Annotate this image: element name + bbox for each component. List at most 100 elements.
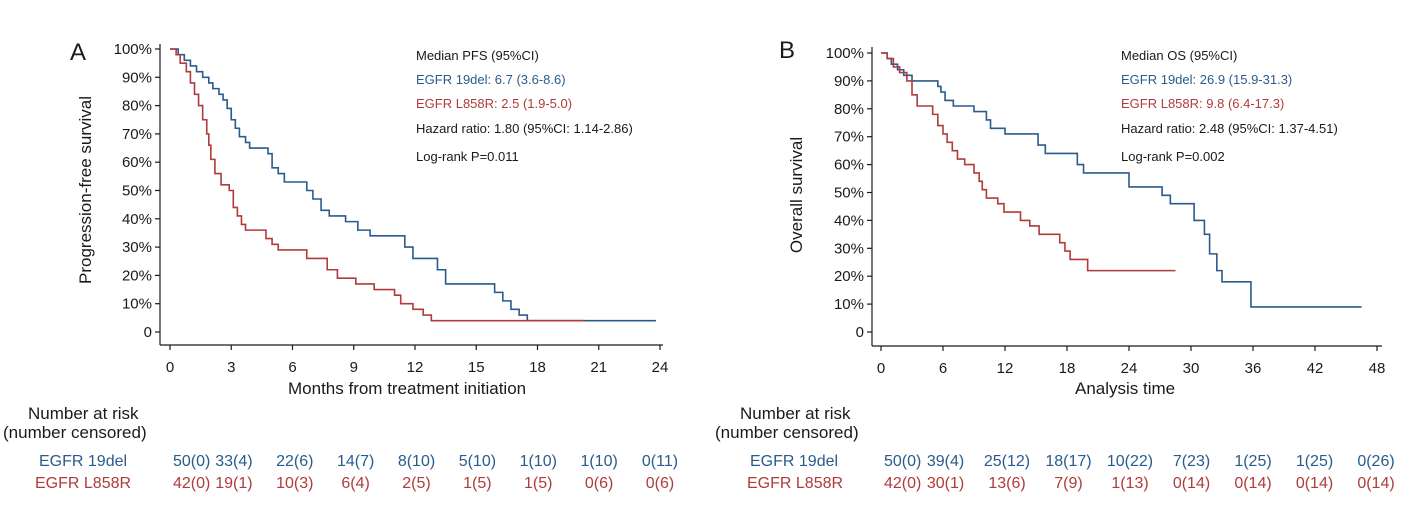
y-tick-label: 70% <box>122 126 152 143</box>
risk-value: 7(23) <box>1173 453 1210 470</box>
risk-value: 50(0) <box>173 453 210 470</box>
y-tick-label: 90% <box>834 73 864 90</box>
risk-value: 0(14) <box>1234 475 1271 492</box>
panel-b-annotation-19del: EGFR 19del: 26.9 (15.9-31.3) <box>1121 72 1292 87</box>
panel-b-letter: B <box>779 37 795 64</box>
panel-a: A 0 10% 20% 30% 40% 50% 60% 70% 80% 90% 100% 0 3 6 9 1… <box>3 39 678 492</box>
panel-a-xlabel: Months from treatment initiation <box>288 379 526 398</box>
panel-a-curves <box>170 48 656 322</box>
x-tick-label: 6 <box>939 360 947 377</box>
panel-a-annotations: Median PFS (95%CI) EGFR 19del: 6.7 (3.6-… <box>416 48 633 164</box>
risk-value: 39(4) <box>927 453 964 470</box>
panel-a-ylabel: Progression-free survival <box>76 96 95 284</box>
panel-b-annotation-title: Median OS (95%CI) <box>1121 48 1237 63</box>
y-tick-label: 30% <box>122 239 152 256</box>
x-tick-label: 0 <box>166 359 174 376</box>
risk-value: 1(25) <box>1234 453 1271 470</box>
panel-a-annotation-l858r: EGFR L858R: 2.5 (1.9-5.0) <box>416 96 572 111</box>
panel-a-risk-table: Number at risk (number censored) EGFR 19… <box>3 404 678 492</box>
x-tick-label: 0 <box>877 360 885 377</box>
panel-b-xlabel: Analysis time <box>1075 379 1175 398</box>
km-curve-egfr-l858r <box>881 52 1176 272</box>
x-tick-label: 30 <box>1183 360 1200 377</box>
y-tick-label: 60% <box>122 154 152 171</box>
panel-b-y-ticks: 0 10% 20% 30% 40% 50% 60% 70% 80% 90% 100% <box>826 45 872 341</box>
risk-value: 42(0) <box>173 475 210 492</box>
panel-b-annotations: Median OS (95%CI) EGFR 19del: 26.9 (15.9… <box>1121 48 1338 164</box>
panel-a-annotation-title: Median PFS (95%CI) <box>416 48 539 63</box>
y-tick-label: 30% <box>834 240 864 257</box>
risk-value: 0(14) <box>1357 475 1394 492</box>
y-tick-label: 80% <box>834 101 864 118</box>
risk-value: 1(13) <box>1111 475 1148 492</box>
risk-value: 0(6) <box>646 475 674 492</box>
panel-a-y-ticks: 0 10% 20% 30% 40% 50% 60% 70% 80% 90% 100% <box>114 41 160 341</box>
risk-value: 1(10) <box>580 453 617 470</box>
km-curve-egfr-19del <box>170 48 656 322</box>
risk-value: 10(22) <box>1107 453 1153 470</box>
risk-value: 8(10) <box>398 453 435 470</box>
panel-a-x-ticks: 0 3 6 9 12 15 18 21 24 <box>166 345 669 376</box>
panel-b-annotation-hr: Hazard ratio: 2.48 (95%CI: 1.37-4.51) <box>1121 121 1338 136</box>
y-tick-label: 50% <box>122 183 152 200</box>
y-tick-label: 50% <box>834 185 864 202</box>
y-tick-label: 20% <box>122 267 152 284</box>
risk-value: 18(17) <box>1045 453 1091 470</box>
x-tick-label: 18 <box>529 359 546 376</box>
risk-value: 6(4) <box>341 475 369 492</box>
panel-b-risk-label-l858r: EGFR L858R <box>747 475 843 492</box>
risk-value: 10(3) <box>276 475 313 492</box>
risk-value: 13(6) <box>988 475 1025 492</box>
y-tick-label: 0 <box>856 324 864 341</box>
y-tick-label: 40% <box>122 211 152 228</box>
y-tick-label: 10% <box>834 296 864 313</box>
panel-a-risk-label-19del: EGFR 19del <box>39 453 127 470</box>
panel-a-letter: A <box>70 39 86 66</box>
y-tick-label: 20% <box>834 268 864 285</box>
panel-a-risk-subheader: (number censored) <box>3 423 147 442</box>
panel-b-risk-label-19del: EGFR 19del <box>750 453 838 470</box>
risk-value: 14(7) <box>337 453 374 470</box>
y-tick-label: 0 <box>144 324 152 341</box>
x-tick-label: 6 <box>288 359 296 376</box>
y-tick-label: 100% <box>826 45 864 62</box>
panel-b-annotation-l858r: EGFR L858R: 9.8 (6.4-17.3) <box>1121 96 1284 111</box>
risk-value: 5(10) <box>459 453 496 470</box>
y-tick-label: 10% <box>122 296 152 313</box>
risk-value: 30(1) <box>927 475 964 492</box>
risk-value: 42(0) <box>884 475 921 492</box>
y-tick-label: 40% <box>834 212 864 229</box>
x-tick-label: 12 <box>407 359 424 376</box>
risk-value: 1(5) <box>524 475 552 492</box>
panel-a-annotation-logrank: Log-rank P=0.011 <box>416 149 519 164</box>
risk-value: 22(6) <box>276 453 313 470</box>
risk-value: 1(5) <box>463 475 491 492</box>
risk-value: 0(11) <box>642 453 678 470</box>
panel-b-risk-table: Number at risk (number censored) EGFR 19… <box>715 404 1395 492</box>
risk-value: 33(4) <box>215 453 252 470</box>
panel-b-curves <box>881 52 1362 308</box>
panel-b-x-ticks: 0 6 12 18 24 30 36 42 48 <box>877 346 1386 377</box>
x-tick-label: 9 <box>350 359 358 376</box>
x-tick-label: 24 <box>652 359 669 376</box>
km-curve-egfr-l858r <box>170 48 585 322</box>
x-tick-label: 12 <box>997 360 1014 377</box>
risk-value: 0(14) <box>1296 475 1333 492</box>
risk-value: 0(6) <box>585 475 613 492</box>
y-tick-label: 100% <box>114 41 152 58</box>
panel-b-risk-subheader: (number censored) <box>715 423 859 442</box>
y-tick-label: 70% <box>834 129 864 146</box>
panel-b-annotation-logrank: Log-rank P=0.002 <box>1121 149 1225 164</box>
risk-value: 0(14) <box>1173 475 1210 492</box>
x-tick-label: 24 <box>1121 360 1138 377</box>
y-tick-label: 90% <box>122 69 152 86</box>
y-tick-label: 60% <box>834 157 864 174</box>
panel-a-risk-header: Number at risk <box>28 404 139 423</box>
risk-value: 25(12) <box>984 453 1030 470</box>
panel-a-risk-values: 50(0) 33(4) 22(6) 14(7) 8(10) 5(10) 1(10) 1(10)… <box>173 453 678 492</box>
x-tick-label: 48 <box>1369 360 1386 377</box>
panel-b-risk-values: 50(0) 39(4) 25(12) 18(17) 10(22) 7(23) 1(25) 1(… <box>884 453 1395 492</box>
risk-value: 1(10) <box>520 453 557 470</box>
x-tick-label: 21 <box>590 359 607 376</box>
